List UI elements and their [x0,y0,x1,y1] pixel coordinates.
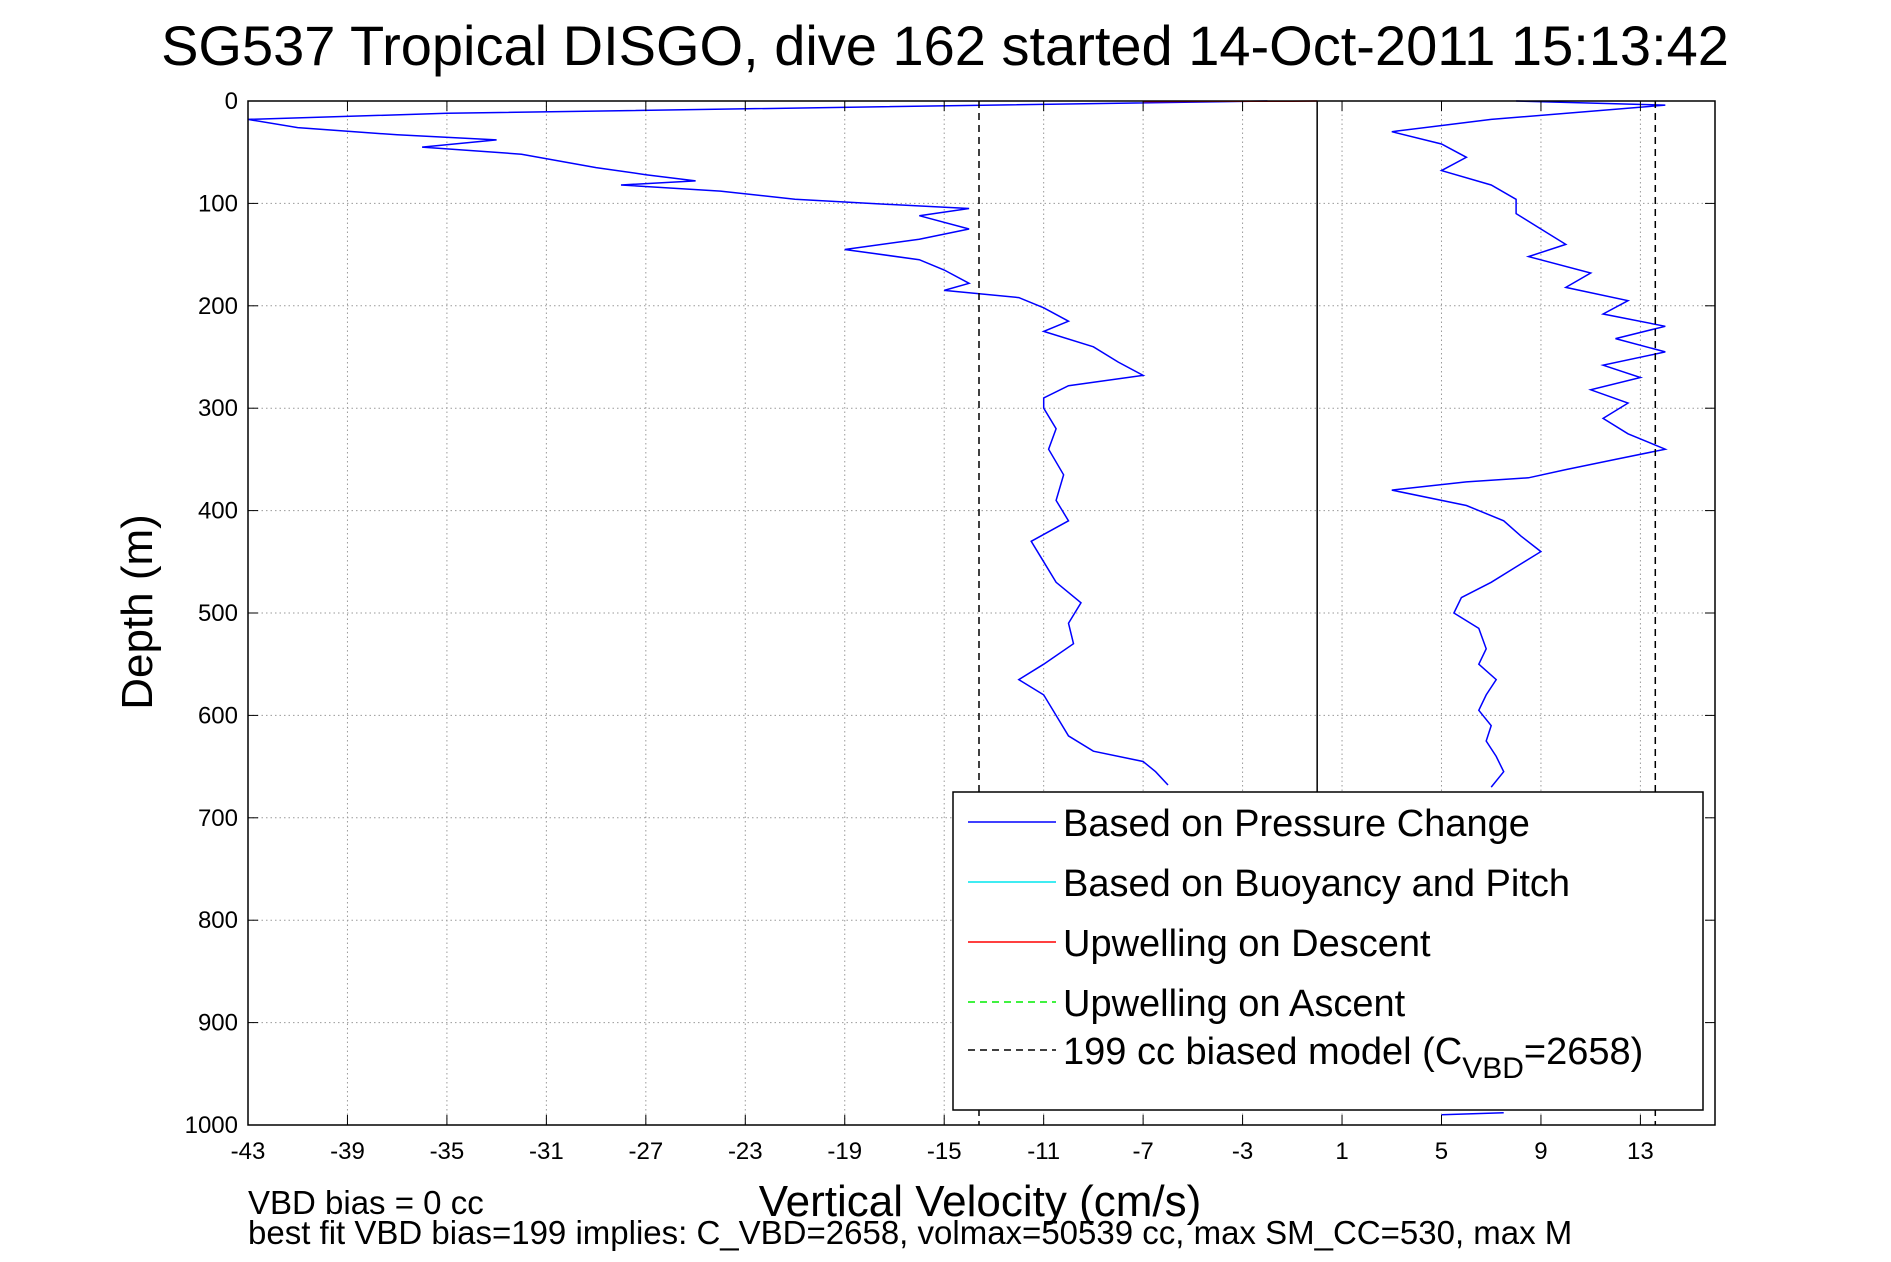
x-tick-label: 13 [1627,1138,1654,1165]
legend-box [952,791,1704,1111]
legend: Based on Pressure Change Based on Buoyanc… [952,791,1704,1111]
legend-label: Based on Pressure Change [1063,803,1530,845]
legend-label-subscript: VBD [1462,1052,1524,1085]
y-tick-label: 200 [198,293,238,320]
x-tick-label: -31 [529,1138,564,1165]
series-based-on-pressure-change-ascent [1391,100,1668,788]
legend-label: 199 cc biased model (CVBD=2658) [1063,1031,1643,1085]
chart-title: SG537 Tropical DISGO, dive 162 started 1… [161,14,1729,77]
y-tick-label: 0 [225,88,238,115]
y-axis-label: Depth (m) [113,514,162,710]
x-tick-label: -11 [1027,1138,1060,1165]
y-tick-label: 500 [198,600,238,627]
x-axis-ticks: -43 -39 -35 -31 -27 -23 -19 -15 -11 -7 -3 1 5 9 13 [231,101,1654,1165]
x-tick-label: 1 [1335,1138,1348,1165]
best-fit-note: best fit VBD bias=199 implies: C_VBD=265… [248,1214,1573,1251]
y-tick-label: 100 [198,190,238,217]
y-tick-label: 800 [198,907,238,934]
legend-label: Upwelling on Descent [1063,923,1431,965]
x-tick-label: -3 [1232,1138,1253,1165]
series-based-on-pressure-change-ascent [1441,1111,1504,1116]
x-tick-label: 5 [1435,1138,1448,1165]
vbd-bias-note: VBD bias = 0 cc [248,1184,484,1221]
x-tick-label: -7 [1132,1138,1153,1165]
legend-label-suffix: =2658) [1524,1031,1643,1073]
x-tick-label: -35 [430,1138,465,1165]
legend-label: Upwelling on Ascent [1063,983,1406,1025]
x-tick-label: -23 [728,1138,763,1165]
legend-label: Based on Buoyancy and Pitch [1063,863,1570,905]
y-tick-label: 700 [198,805,238,832]
x-tick-label: 9 [1534,1138,1547,1165]
x-tick-label: -15 [927,1138,962,1165]
x-tick-label: -19 [827,1138,862,1165]
series-based-on-pressure-change-descent [247,100,1268,786]
y-tick-label: 400 [198,498,238,525]
x-tick-label: -43 [231,1138,266,1165]
x-axis-label: Vertical Velocity (cm/s) [759,1177,1202,1226]
x-tick-label: -27 [628,1138,663,1165]
y-axis-ticks: 0 100 200 300 400 500 600 700 800 900 1000 [185,88,1715,1139]
legend-label-main: 199 cc biased model (C [1063,1031,1462,1073]
y-tick-label: 900 [198,1010,238,1037]
y-tick-label: 600 [198,702,238,729]
x-tick-label: -39 [330,1138,365,1165]
y-tick-label: 1000 [185,1112,238,1139]
y-tick-label: 300 [198,395,238,422]
